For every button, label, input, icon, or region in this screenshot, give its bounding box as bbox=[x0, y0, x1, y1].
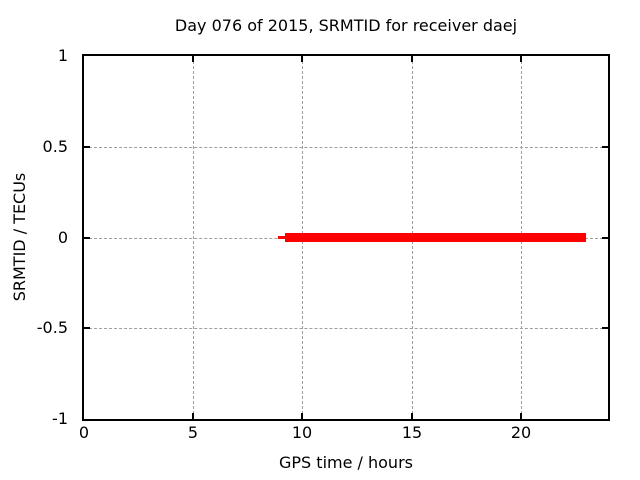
y-tick-mark-left bbox=[84, 327, 90, 329]
x-tick-label: 20 bbox=[510, 423, 532, 442]
x-tick-mark-top bbox=[301, 56, 303, 62]
y-tick-label: -1 bbox=[52, 409, 68, 428]
y-gridline bbox=[84, 147, 608, 148]
series-line-segment bbox=[278, 236, 285, 239]
x-tick-label: 0 bbox=[78, 423, 90, 442]
y-tick-label: -0.5 bbox=[36, 318, 68, 337]
y-tick-mark-right bbox=[602, 327, 608, 329]
x-tick-mark-bottom bbox=[301, 413, 303, 419]
y-tick-mark-left bbox=[84, 237, 90, 239]
x-tick-label: 5 bbox=[187, 423, 199, 442]
x-tick-mark-top bbox=[411, 56, 413, 62]
plot-area bbox=[82, 54, 610, 421]
x-tick-label: 15 bbox=[401, 423, 423, 442]
x-tick-mark-top bbox=[520, 56, 522, 62]
y-tick-label: 1 bbox=[57, 46, 68, 65]
x-tick-label: 10 bbox=[291, 423, 313, 442]
series-line-segment bbox=[285, 233, 586, 242]
x-tick-mark-bottom bbox=[192, 413, 194, 419]
y-tick-mark-right bbox=[602, 237, 608, 239]
x-gridline bbox=[193, 56, 194, 419]
x-tick-mark-bottom bbox=[411, 413, 413, 419]
x-tick-mark-top bbox=[192, 56, 194, 62]
y-gridline bbox=[84, 328, 608, 329]
x-axis-title: GPS time / hours bbox=[279, 453, 413, 472]
chart-title: Day 076 of 2015, SRMTID for receiver dae… bbox=[174, 16, 518, 35]
y-tick-mark-right bbox=[602, 146, 608, 148]
y-tick-mark-left bbox=[84, 146, 90, 148]
y-tick-label: 0 bbox=[57, 228, 68, 247]
x-tick-mark-bottom bbox=[520, 413, 522, 419]
y-tick-label: 0.5 bbox=[42, 137, 68, 156]
